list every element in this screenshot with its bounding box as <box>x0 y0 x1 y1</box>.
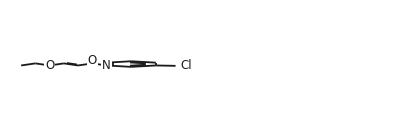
Text: N: N <box>102 59 111 72</box>
Text: O: O <box>45 59 54 72</box>
Text: O: O <box>88 54 97 67</box>
Text: Cl: Cl <box>180 59 192 72</box>
